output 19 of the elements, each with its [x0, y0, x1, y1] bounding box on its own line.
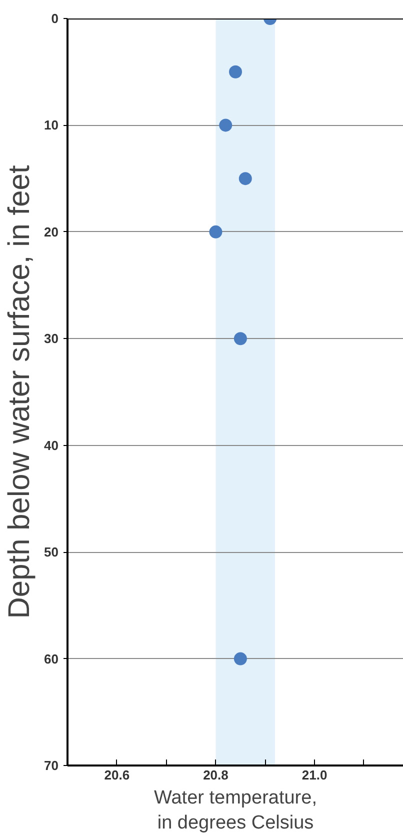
y-tick-label: 50	[44, 544, 59, 560]
point	[234, 332, 247, 346]
y-tick-label: 70	[44, 758, 59, 773]
point	[234, 652, 247, 666]
y-tick-label: 60	[44, 651, 59, 666]
point	[209, 225, 222, 238]
point	[219, 118, 232, 132]
y-tick-label: 40	[44, 438, 59, 453]
x-tick-label: 20.6	[104, 768, 130, 782]
point	[238, 172, 252, 186]
x-axis-title: Water temperature, in degrees Celsius	[154, 788, 317, 834]
y-tick-label: 20	[44, 224, 59, 240]
y-tick-label: 30	[44, 331, 59, 346]
point	[229, 65, 242, 78]
x-tick-label: 20.8	[203, 768, 228, 782]
y-axis-title: Depth below water surface, in feet	[3, 164, 36, 619]
y-tick-label: 0	[51, 11, 59, 26]
x-tick-label: 21.0	[302, 768, 328, 782]
y-tick-label: 10	[44, 118, 59, 133]
